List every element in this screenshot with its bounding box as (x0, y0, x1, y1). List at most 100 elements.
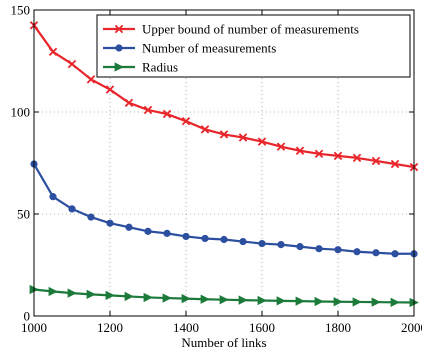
legend-entry: Number of measurements (103, 41, 276, 56)
y-tick-label: 100 (11, 105, 31, 120)
point-marker (201, 234, 209, 243)
marker-stroke (333, 151, 343, 161)
point-marker (257, 137, 267, 146)
legend-entry: Radius (103, 60, 178, 75)
point-marker (67, 288, 77, 298)
x-tick-label: 1600 (249, 320, 275, 335)
marker-stroke (86, 75, 96, 84)
point-marker (114, 62, 124, 72)
marker-stroke (48, 47, 58, 57)
point-marker (352, 153, 362, 163)
grid (34, 10, 414, 316)
marker-stroke (352, 153, 362, 163)
point-marker (333, 297, 343, 307)
point-marker (352, 297, 362, 307)
point-marker (371, 156, 381, 166)
y-tick-label: 150 (11, 3, 31, 18)
point-marker (371, 297, 381, 307)
point-marker (144, 227, 152, 235)
point-marker (276, 296, 286, 306)
marker-stroke (257, 137, 267, 146)
point-marker (181, 116, 191, 126)
point-marker (162, 293, 172, 303)
marker-stroke (276, 142, 286, 151)
point-marker (163, 229, 171, 237)
point-marker (105, 290, 115, 301)
point-marker (219, 295, 229, 305)
series-layer (29, 21, 419, 308)
marker-stroke (162, 109, 172, 119)
point-marker (334, 246, 342, 254)
point-marker (200, 125, 210, 134)
point-marker (390, 159, 400, 169)
legend-box (96, 14, 411, 78)
legend-label: Upper bound of number of measurements (142, 22, 359, 37)
marker-stroke (238, 133, 248, 142)
point-marker (353, 248, 361, 256)
x-tick-label: 1800 (325, 320, 351, 335)
point-marker (220, 235, 228, 244)
marker-stroke (295, 146, 305, 155)
point-marker (238, 133, 248, 142)
plot-border (33, 9, 415, 317)
point-marker (296, 243, 304, 251)
point-marker (238, 295, 248, 305)
marker-stroke (200, 125, 210, 134)
point-marker (295, 296, 305, 306)
series-2 (30, 160, 418, 258)
point-marker (182, 232, 190, 241)
point-marker (143, 292, 153, 303)
point-marker (372, 249, 380, 257)
point-marker (114, 24, 124, 34)
x-tick-label: 1000 (21, 320, 47, 335)
y-tick-label: 50 (17, 207, 30, 222)
legend-label: Radius (142, 60, 178, 75)
series-1 (29, 21, 419, 172)
point-marker (143, 105, 153, 115)
point-marker (68, 205, 76, 213)
legend: Upper bound of number of measurements Num… (96, 14, 411, 78)
point-marker (48, 47, 58, 57)
marker-stroke (314, 149, 324, 159)
point-marker (49, 193, 57, 201)
legend-entry: Upper bound of number of measurements (103, 22, 359, 37)
point-marker (390, 297, 400, 307)
series-3 (29, 284, 419, 308)
marker-stroke (390, 159, 400, 169)
point-marker (219, 130, 229, 139)
point-marker (295, 146, 305, 155)
marker-stroke (181, 116, 191, 126)
marker-stroke (124, 98, 134, 108)
point-marker (391, 250, 399, 258)
point-marker (315, 245, 323, 253)
point-marker (86, 75, 96, 84)
point-marker (86, 289, 96, 300)
point-marker (105, 85, 115, 94)
point-marker (162, 109, 172, 119)
marker-stroke (143, 105, 153, 115)
point-marker (181, 294, 191, 304)
point-marker (333, 151, 343, 161)
point-marker (239, 237, 247, 246)
marker-stroke (105, 85, 115, 94)
marker-stroke (371, 156, 381, 166)
point-marker (67, 59, 77, 69)
point-marker (124, 291, 134, 302)
point-marker (257, 295, 267, 306)
point-marker (124, 98, 134, 108)
point-marker (87, 213, 95, 221)
point-marker (277, 241, 285, 249)
point-marker (115, 44, 123, 52)
x-tick-label: 1200 (97, 320, 123, 335)
point-marker (314, 149, 324, 159)
point-marker (276, 142, 286, 151)
point-marker (258, 239, 266, 248)
x-axis-label: Number of links (181, 335, 266, 350)
point-marker (125, 223, 133, 231)
point-marker (48, 286, 58, 297)
point-marker (314, 296, 324, 307)
marker-stroke (219, 130, 229, 139)
point-marker (200, 294, 210, 304)
